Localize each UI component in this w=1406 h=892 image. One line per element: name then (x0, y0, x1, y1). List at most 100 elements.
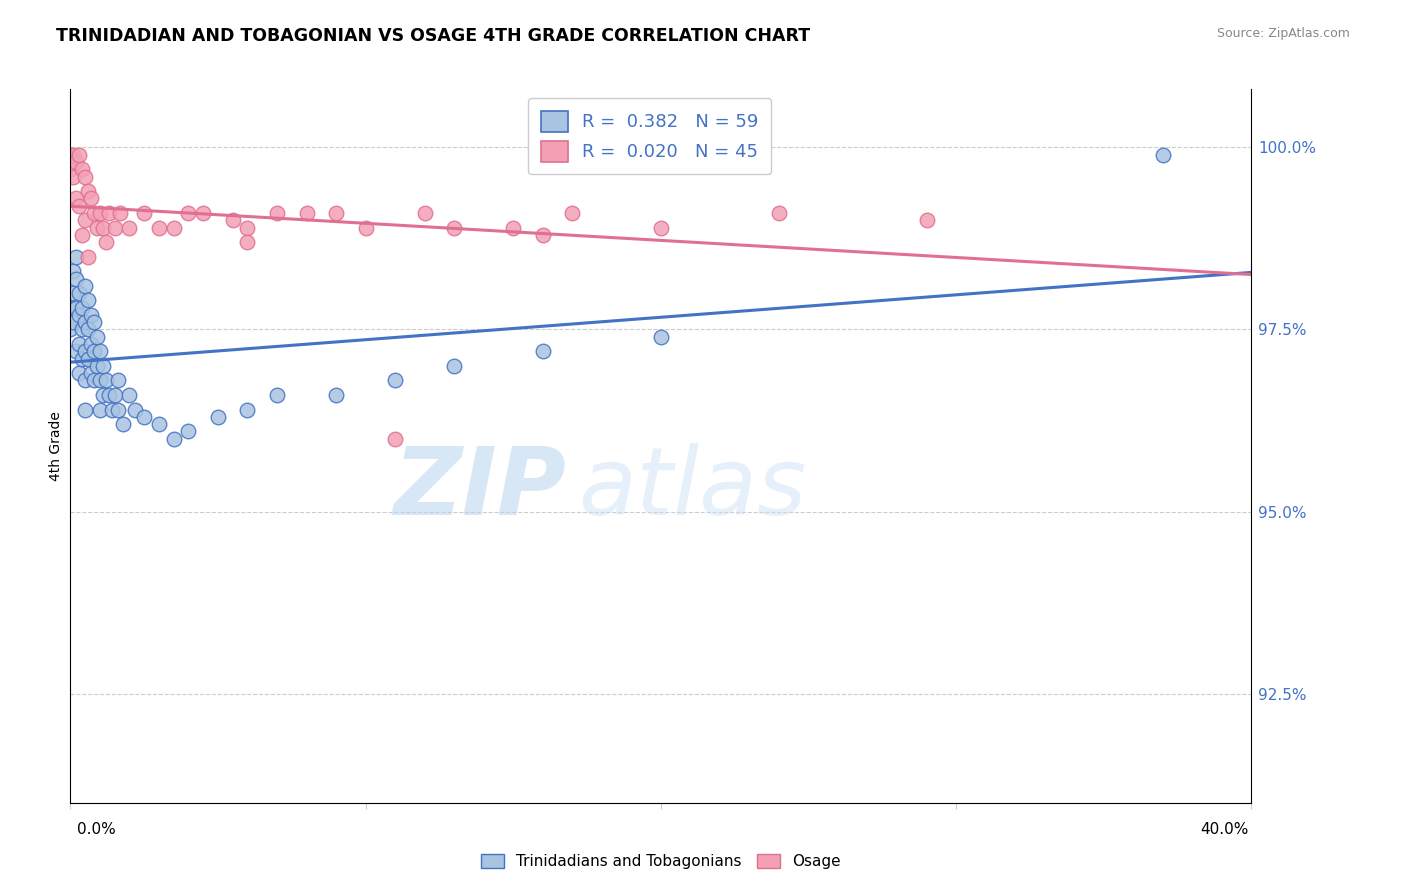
Point (89, 344, 111, 359)
Point (77, 184, 100, 198)
Point (91, 359, 114, 373)
Point (163, 432, 186, 446)
Point (83, 206, 105, 220)
Point (62, 264, 84, 278)
Point (80, 308, 103, 322)
Point (443, 220, 465, 235)
Point (75, 402, 96, 417)
Point (1152, 147, 1174, 161)
Point (413, 206, 436, 220)
Point (65, 250, 87, 264)
Point (80, 366, 103, 380)
Point (77, 322, 100, 336)
Point (65, 271, 87, 285)
Point (67, 366, 90, 380)
Point (384, 432, 406, 446)
Point (65, 191, 87, 205)
Point (67, 308, 90, 322)
Point (77, 351, 100, 366)
Point (83, 315, 105, 329)
Point (163, 220, 186, 235)
Point (65, 301, 87, 315)
Point (915, 213, 938, 227)
Point (148, 417, 170, 432)
Point (266, 388, 288, 402)
Text: Source: ZipAtlas.com: Source: ZipAtlas.com (1216, 27, 1350, 40)
Text: atlas: atlas (578, 443, 807, 534)
Y-axis label: 4th Grade: 4th Grade (49, 411, 63, 481)
Point (59, 322, 82, 336)
Point (91, 388, 114, 402)
Point (80, 191, 103, 205)
Point (354, 220, 377, 235)
Text: 0.0%: 0.0% (77, 822, 117, 837)
Point (67, 337, 90, 351)
Point (75, 344, 96, 359)
Point (59, 162, 82, 177)
Point (70, 322, 93, 336)
Point (77, 250, 100, 264)
Point (295, 206, 318, 220)
Point (62, 315, 84, 329)
Point (75, 374, 96, 388)
Point (177, 425, 200, 439)
Point (236, 220, 259, 235)
Point (222, 213, 245, 227)
Point (65, 155, 87, 169)
Point (67, 286, 90, 301)
Point (62, 286, 84, 301)
Point (191, 206, 214, 220)
Point (266, 206, 288, 220)
Point (97, 388, 120, 402)
Text: 40.0%: 40.0% (1201, 822, 1249, 837)
Point (236, 402, 259, 417)
Point (768, 206, 790, 220)
Point (94, 235, 117, 249)
Legend: Trinidadians and Tobagonians, Osage: Trinidadians and Tobagonians, Osage (475, 848, 846, 875)
Point (77, 293, 100, 308)
Point (112, 417, 135, 432)
Text: TRINIDADIAN AND TOBAGONIAN VS OSAGE 4TH GRADE CORRELATION CHART: TRINIDADIAN AND TOBAGONIAN VS OSAGE 4TH … (56, 27, 810, 45)
Point (67, 199, 90, 213)
Point (65, 344, 87, 359)
Point (59, 147, 82, 161)
Point (132, 206, 156, 220)
Point (177, 206, 200, 220)
Point (75, 315, 96, 329)
Point (384, 374, 406, 388)
Point (70, 351, 93, 366)
Point (83, 374, 105, 388)
Point (94, 374, 117, 388)
Point (86, 220, 108, 235)
Point (107, 402, 129, 417)
Point (148, 220, 170, 235)
Point (59, 301, 82, 315)
Point (531, 344, 554, 359)
Point (86, 359, 108, 373)
Point (118, 220, 141, 235)
Point (89, 374, 111, 388)
Point (62, 169, 84, 184)
Point (325, 388, 347, 402)
Point (75, 169, 96, 184)
Point (132, 409, 156, 424)
Point (83, 344, 105, 359)
Point (104, 388, 127, 402)
Point (650, 330, 672, 344)
Point (70, 162, 93, 177)
Point (118, 388, 141, 402)
Point (531, 227, 554, 242)
Point (70, 227, 93, 242)
Point (502, 220, 524, 235)
Text: ZIP: ZIP (394, 442, 567, 535)
Point (325, 206, 347, 220)
Point (104, 220, 127, 235)
Point (443, 359, 465, 373)
Point (91, 220, 114, 235)
Point (124, 402, 146, 417)
Point (75, 278, 96, 293)
Point (107, 374, 129, 388)
Point (75, 213, 96, 227)
Point (110, 206, 132, 220)
Point (89, 402, 111, 417)
